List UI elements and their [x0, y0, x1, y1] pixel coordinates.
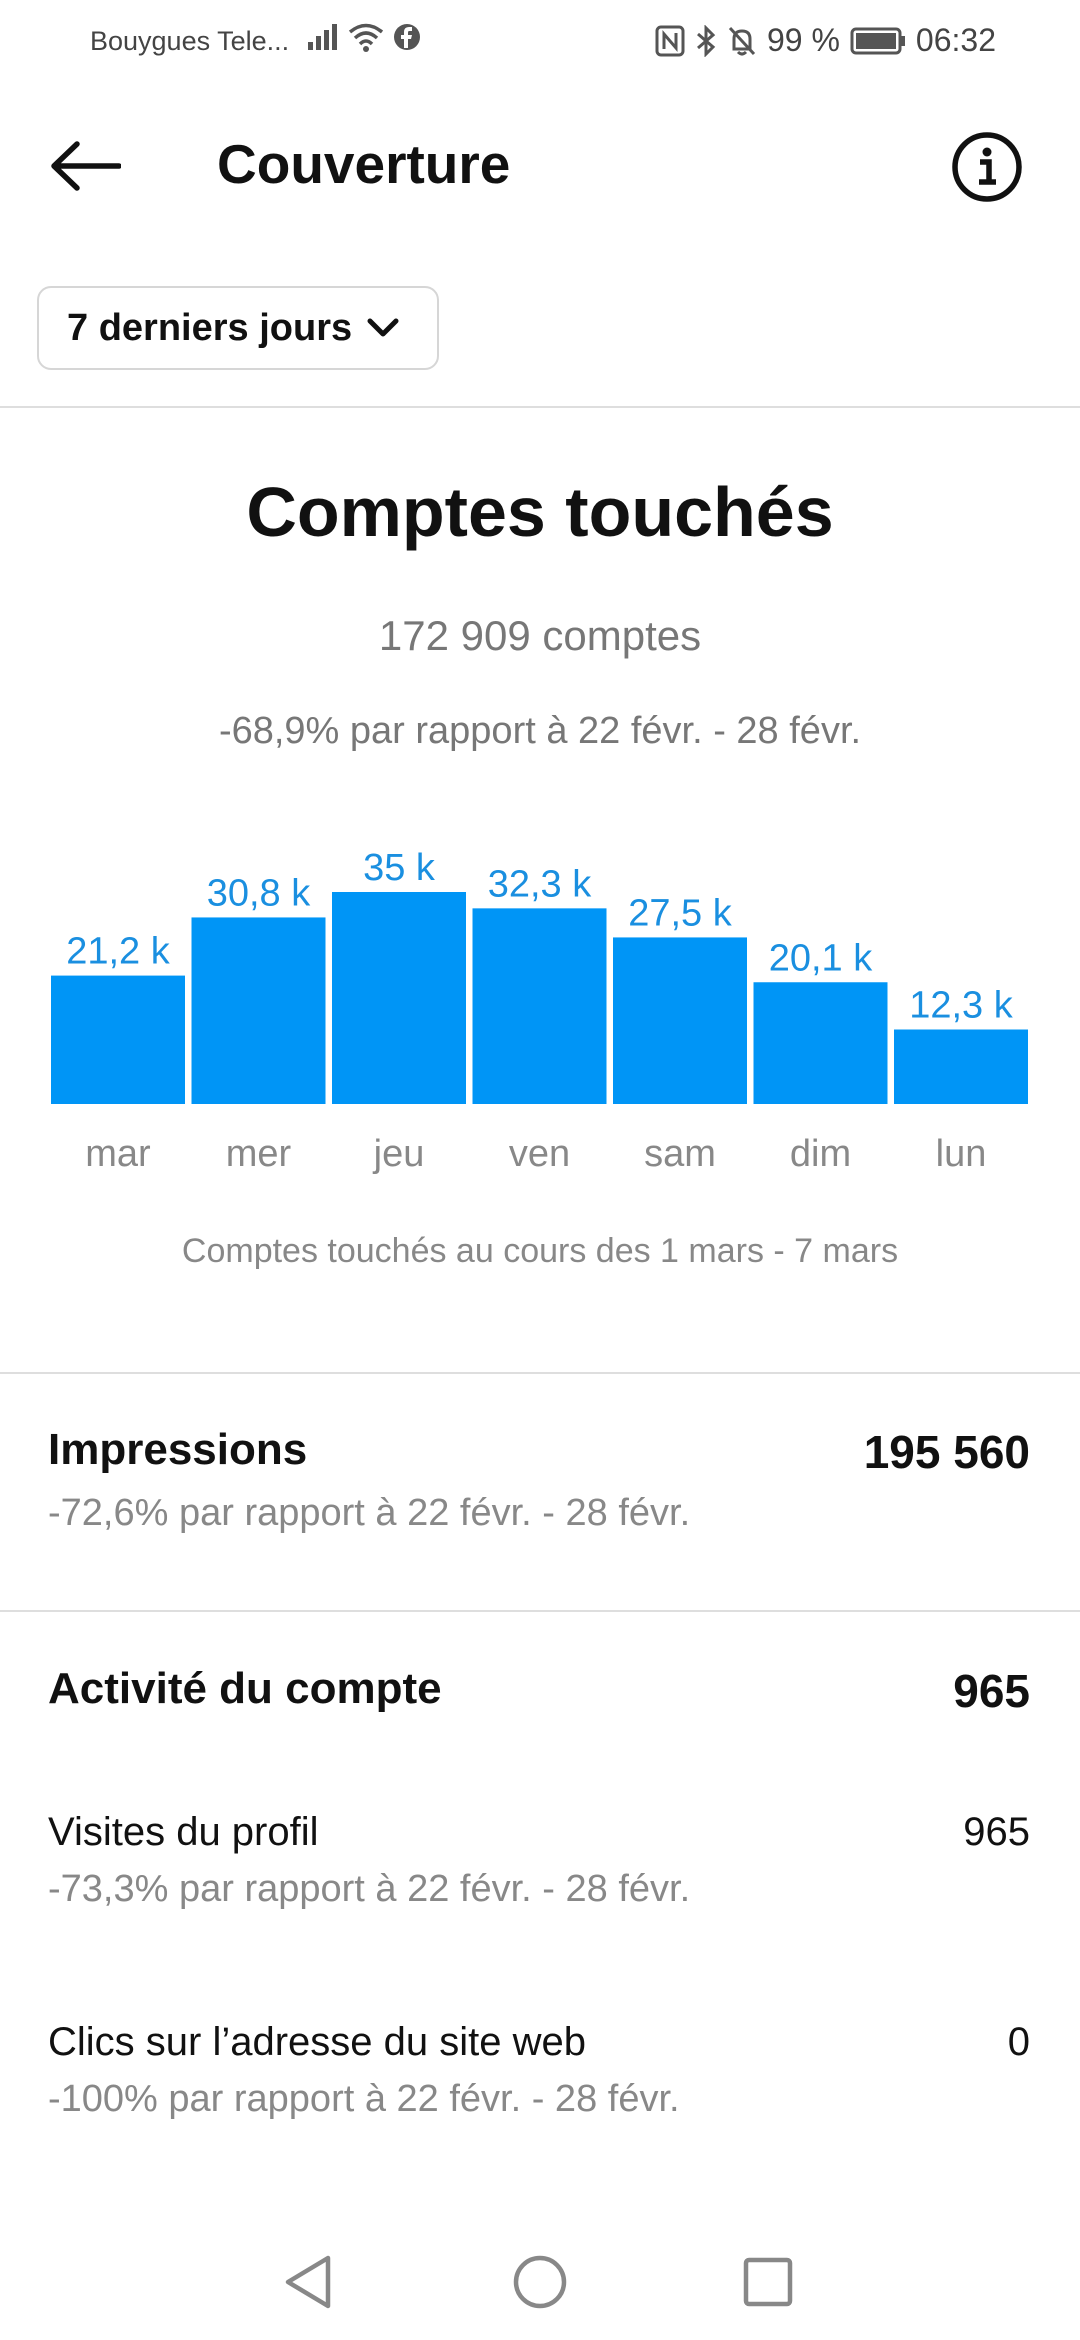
bar-value-label: 27,5 k [628, 892, 733, 934]
bar-value-label: 21,2 k [66, 931, 171, 973]
period-dropdown-label: 7 derniers jours [67, 306, 353, 349]
nav-home-button[interactable] [500, 2242, 580, 2322]
period-dropdown[interactable]: 7 derniers jours [37, 286, 439, 370]
bar-ven [472, 908, 607, 1104]
website-clicks-change: -100% par rapport à 22 févr. - 28 févr. [48, 2078, 680, 2120]
facebook-icon [394, 24, 420, 50]
reach-count: 172 909 comptes [378, 612, 702, 659]
nfc-icon [655, 25, 685, 56]
bar-value-label: 12,3 k [909, 984, 1014, 1026]
x-tick-label: lun [936, 1133, 987, 1175]
divider [0, 406, 1080, 408]
info-button[interactable] [946, 126, 1028, 208]
bar-value-label: 35 k [363, 847, 436, 889]
bar-dim [753, 982, 888, 1104]
chevron-down-icon [367, 318, 399, 337]
reach-change: -68,9% par rapport à 22 févr. - 28 févr. [218, 710, 862, 752]
reach-title: Comptes touchés [246, 473, 834, 551]
status-icons-left [306, 22, 422, 52]
website-clicks-label: Clics sur l’adresse du site web [48, 2020, 586, 2064]
bar-mar [51, 975, 185, 1104]
clock: 06:32 [915, 22, 996, 58]
page-title: Couverture [217, 133, 511, 195]
wifi-icon [348, 23, 384, 52]
system-nav-bar [0, 2220, 1080, 2340]
impressions-title: Impressions [48, 1425, 308, 1474]
bluetooth-icon [697, 24, 716, 57]
bar-sam [613, 937, 747, 1104]
bar-mer [191, 917, 326, 1104]
x-tick-label: jeu [373, 1133, 425, 1175]
triangle-back-icon [285, 2255, 331, 2309]
nav-back-button[interactable] [268, 2242, 348, 2322]
account-activity-title: Activité du compte [48, 1664, 442, 1713]
status-icons-right: 99 % 06:32 [655, 22, 996, 59]
impressions-value: 195 560 [863, 1426, 1030, 1478]
divider [0, 1610, 1080, 1612]
battery-percent: 99 % [766, 22, 840, 58]
chart-caption: Comptes touchés au cours des 1 mars - 7 … [181, 1232, 899, 1270]
profile-visits-value: 965 [963, 1810, 1030, 1854]
account-activity-value: 965 [953, 1665, 1030, 1717]
x-tick-label: mer [226, 1133, 292, 1175]
info-icon [952, 132, 1022, 202]
bar-value-label: 32,3 k [488, 863, 593, 905]
bar-value-label: 20,1 k [769, 937, 874, 979]
x-tick-label: dim [790, 1133, 851, 1175]
profile-visits-change: -73,3% par rapport à 22 févr. - 28 févr. [48, 1868, 691, 1910]
impressions-change: -72,6% par rapport à 22 févr. - 28 févr. [48, 1492, 691, 1534]
bar-jeu [332, 892, 466, 1104]
profile-visits-label: Visites du profil [48, 1810, 319, 1854]
divider [0, 1372, 1080, 1374]
carrier-name: Bouygues Tele... [90, 26, 290, 56]
bar-lun [894, 1029, 1028, 1104]
nav-recents-button[interactable] [728, 2242, 808, 2322]
reach-bar-chart: 21,2 k mar 30,8 k mer 35 k jeu 32,3 k ven 27,5 k… [51, 847, 1028, 1175]
circle-home-icon [513, 2255, 567, 2309]
battery-icon [850, 27, 905, 54]
x-tick-label: sam [644, 1133, 716, 1175]
website-clicks-value: 0 [1007, 2020, 1030, 2064]
back-button[interactable] [42, 126, 128, 206]
arrow-left-icon [51, 141, 121, 191]
signal-icon [308, 24, 337, 50]
x-tick-label: ven [509, 1133, 570, 1175]
bar-value-label: 30,8 k [207, 872, 312, 914]
mute-bell-icon [728, 26, 756, 55]
x-tick-label: mar [85, 1133, 151, 1175]
square-recents-icon [743, 2257, 793, 2307]
status-bar: Bouygues Tele... [0, 0, 1080, 84]
